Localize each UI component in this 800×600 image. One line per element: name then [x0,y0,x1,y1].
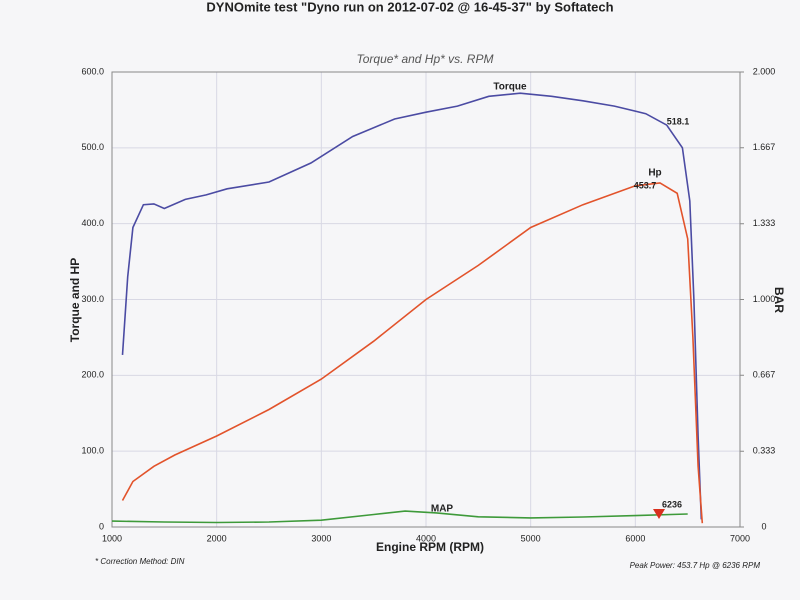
peak-marker [653,509,665,519]
y2-tick-label: 1.667 [753,142,776,152]
y2-axis-title: BAR [772,287,786,313]
y-tick-label: 500.0 [81,142,104,152]
x-tick-label: 3000 [311,533,331,543]
y2-tick-label: 1.333 [753,218,776,228]
plot-frame [111,71,741,528]
y2-tick-label: 2.000 [753,66,776,76]
annotation: 6236 [662,499,682,509]
footnote: * Correction Method: DIN [95,557,185,566]
y-tick-label: 600.0 [81,66,104,76]
x-tick-label: 1000 [102,533,122,543]
x-tick-label: 5000 [521,533,541,543]
y2-tick-label: 0.333 [753,446,776,456]
chart-subtitle: Torque* and Hp* vs. RPM [357,52,494,66]
y-tick-label: 200.0 [81,370,104,380]
footnote: Peak Power: 453.7 Hp @ 6236 RPM [630,561,761,570]
annotation: 453.7 [634,180,657,190]
series-label: MAP [431,504,454,515]
x-tick-label: 4000 [416,533,436,543]
series-line [121,182,704,524]
y-tick-label: 0 [99,521,104,531]
x-tick-label: 7000 [730,533,750,543]
annotation: 518.1 [667,116,690,126]
series-label: Torque [493,82,527,93]
y2-tick-label: 0 [761,521,766,531]
x-tick-label: 6000 [625,533,645,543]
y-tick-label: 300.0 [81,294,104,304]
y2-tick-label: 1.000 [753,294,776,304]
y-tick-label: 100.0 [81,446,104,456]
series-label: Hp [648,168,661,179]
x-axis-title: Engine RPM (RPM) [376,540,484,554]
series-line [121,92,703,520]
chart-title: DYNOmite test "Dyno run on 2012-07-02 @ … [206,0,613,14]
x-tick-label: 2000 [207,533,227,543]
y2-tick-label: 0.667 [753,370,776,380]
series-line [111,510,688,524]
y-tick-label: 400.0 [81,218,104,228]
y-axis-title: Torque and HP [68,258,82,342]
